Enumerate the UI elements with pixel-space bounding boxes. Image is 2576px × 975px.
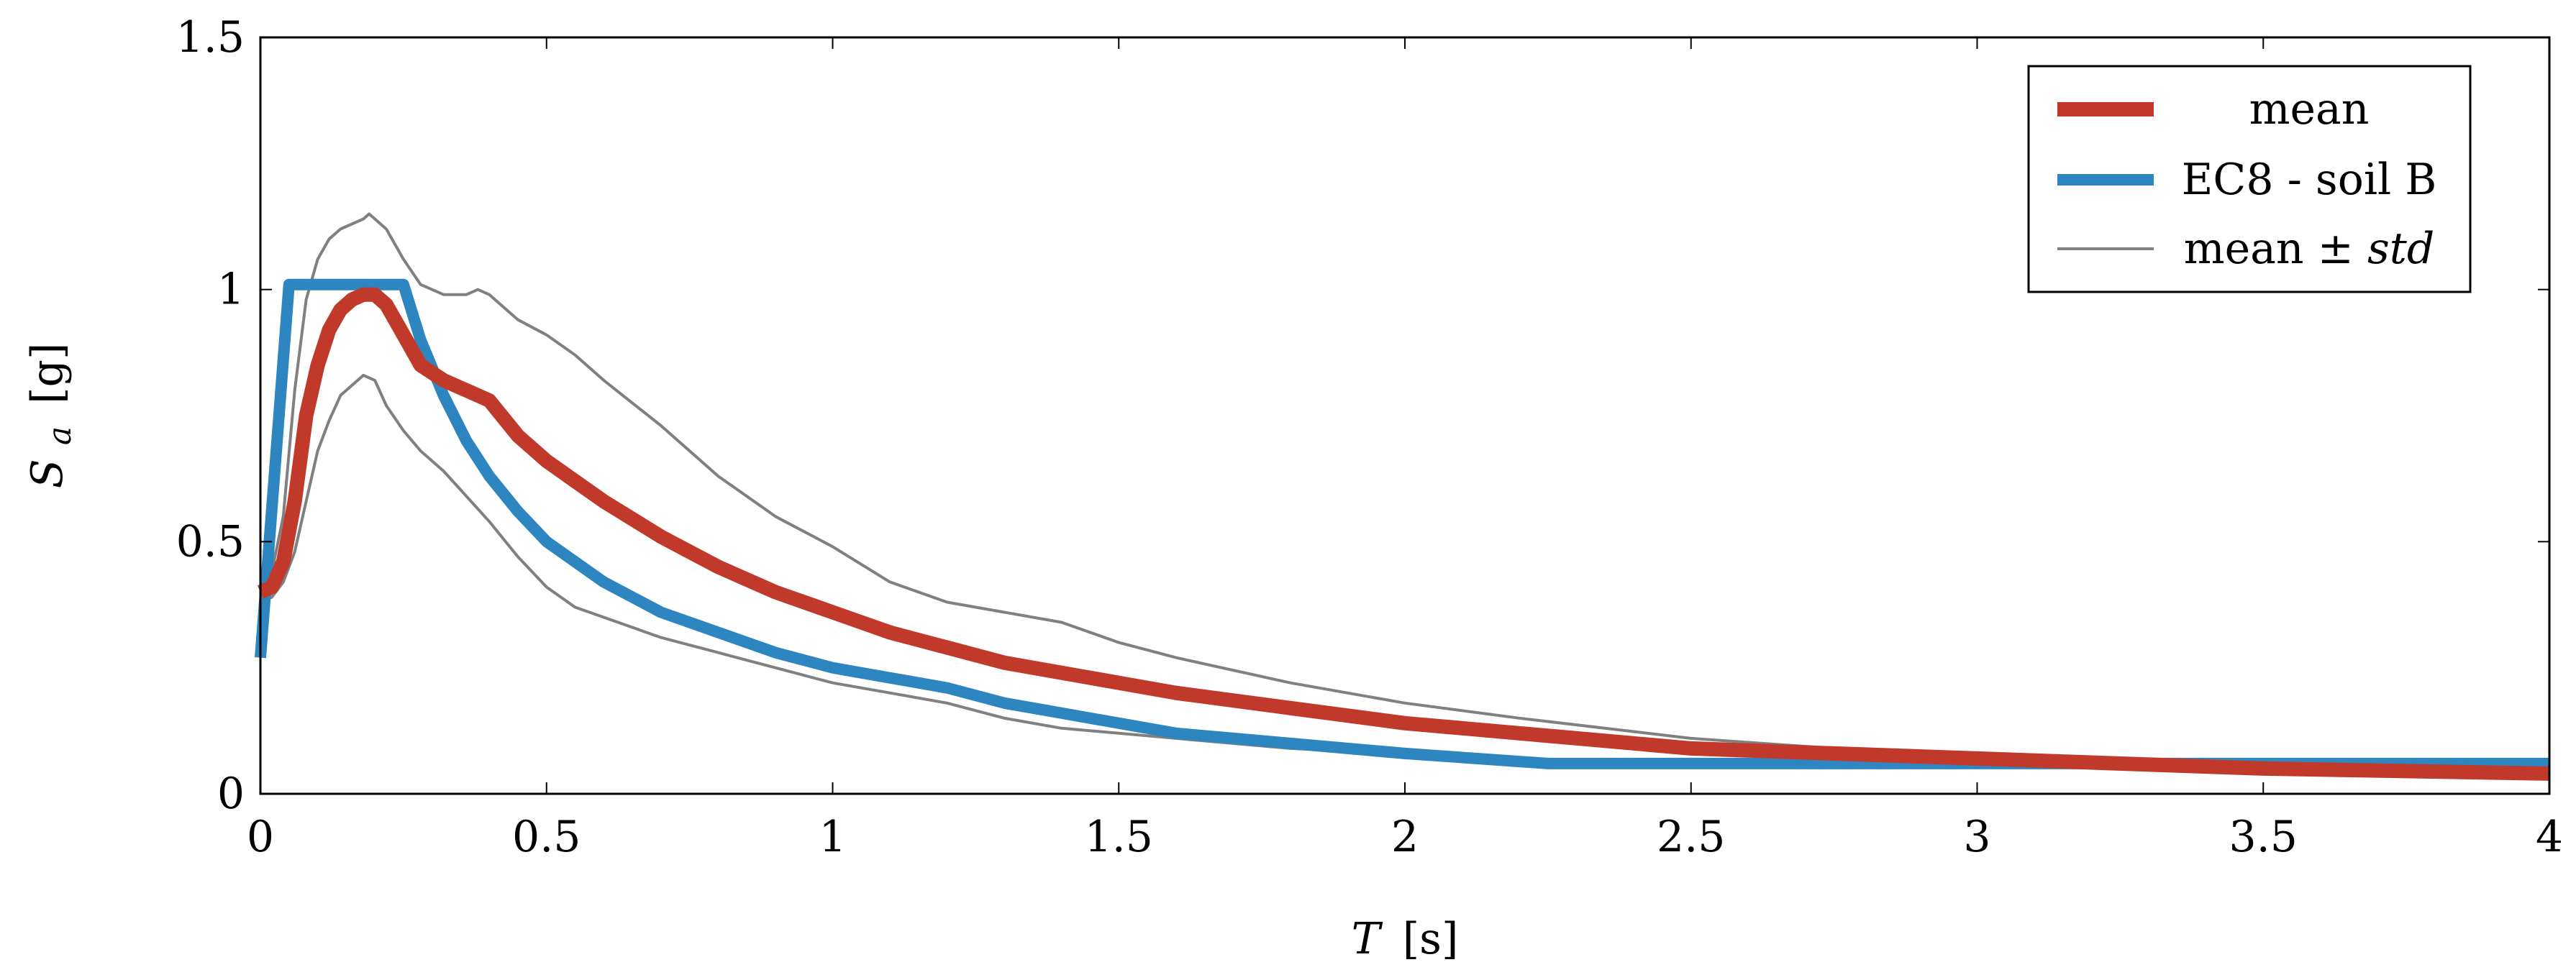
legend-label-std: mean ± std [2184,224,2435,274]
legend-label-mean: mean [2249,84,2370,134]
x-tick-label: 3 [1963,812,1990,862]
x-tick-label: 3.5 [2229,812,2298,862]
x-axis-unit: [s] [1403,914,1459,964]
y-axis-subscript: a [42,426,78,445]
legend-label-std-italic: std [2367,224,2434,274]
x-tick-label: 0 [247,812,274,862]
y-tick-label: 0 [217,769,245,819]
x-axis-label: T [s] [1352,914,1459,964]
y-axis-symbol: S [22,459,73,488]
series-layer [255,212,2550,781]
y-tick-label: 0.5 [176,516,245,567]
legend-label-ec8: EC8 - soil B [2182,155,2437,205]
legend-label-std-prefix: mean ± [2184,224,2367,274]
series-line-mean-plus-std [259,212,2550,780]
x-tick-label: 1.5 [1085,812,1153,862]
x-tick-label: 2 [1391,812,1419,862]
legend: mean EC8 - soil B mean ± std [2027,65,2472,293]
series-line-ec8 [255,278,2549,769]
x-tick-label: 2.5 [1657,812,1725,862]
x-tick-label: 4 [2536,812,2563,862]
x-axis-symbol: T [1352,914,1383,964]
y-tick-label: 1 [217,265,245,315]
x-tick-label: 0.5 [512,812,581,862]
y-tick-label: 1.5 [176,12,245,63]
y-axis-label: S a [g] [22,343,81,489]
ticks-layer: 0 0.5 1 1.5 2 2.5 3 3.5 4 0 0.5 1 1.5 [176,12,2564,862]
x-tick-label: 1 [819,812,846,862]
y-axis-unit: [g] [22,343,73,404]
series-line-mean [257,287,2550,781]
